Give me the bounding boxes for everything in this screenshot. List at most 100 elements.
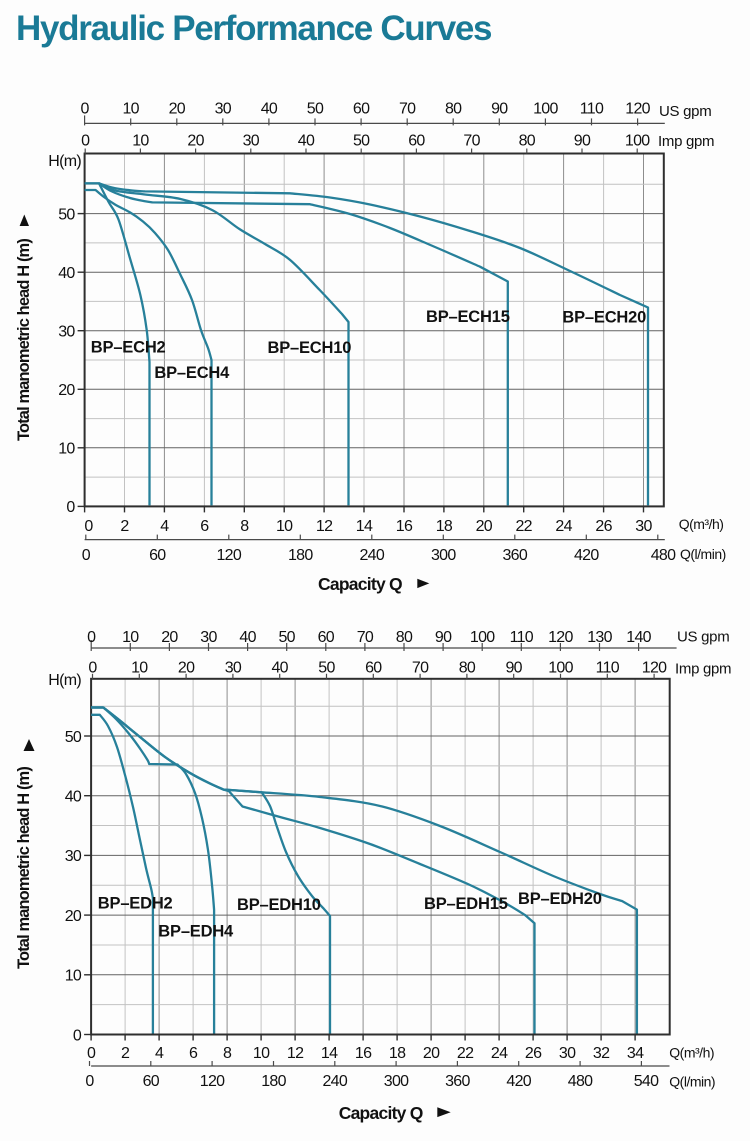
svg-text:80: 80 (459, 660, 476, 677)
svg-text:50: 50 (65, 729, 82, 746)
svg-text:60: 60 (318, 629, 335, 646)
svg-text:60: 60 (353, 101, 370, 118)
svg-text:60: 60 (149, 547, 166, 564)
svg-text:20: 20 (178, 660, 195, 677)
svg-text:18: 18 (389, 1045, 406, 1062)
svg-text:110: 110 (596, 660, 620, 677)
svg-text:BP–EDH4: BP–EDH4 (158, 923, 234, 941)
svg-text:0: 0 (82, 547, 91, 564)
svg-text:50: 50 (307, 101, 324, 118)
svg-text:40: 40 (261, 101, 278, 118)
svg-text:Total manometric head H (m): Total manometric head H (m) (15, 767, 33, 969)
svg-text:480: 480 (568, 1073, 593, 1090)
svg-text:180: 180 (288, 547, 313, 564)
svg-text:30: 30 (200, 629, 217, 646)
svg-text:12: 12 (316, 518, 333, 535)
svg-text:26: 26 (595, 518, 612, 535)
svg-text:0: 0 (87, 629, 96, 646)
svg-text:70: 70 (412, 660, 429, 677)
svg-text:80: 80 (445, 101, 462, 118)
svg-text:Imp gpm: Imp gpm (675, 661, 731, 678)
svg-text:240: 240 (322, 1073, 347, 1090)
svg-text:0: 0 (81, 133, 90, 150)
svg-text:BP–ECH15: BP–ECH15 (426, 308, 510, 326)
svg-text:BP–ECH2: BP–ECH2 (91, 339, 166, 357)
svg-text:480: 480 (651, 547, 676, 564)
svg-text:16: 16 (355, 1045, 372, 1062)
svg-text:20: 20 (58, 382, 75, 399)
svg-text:14: 14 (321, 1045, 338, 1062)
svg-text:100: 100 (625, 133, 650, 150)
svg-text:20: 20 (476, 518, 493, 535)
svg-text:14: 14 (356, 518, 373, 535)
svg-text:10: 10 (122, 629, 139, 646)
svg-text:20: 20 (169, 101, 186, 118)
svg-text:30: 30 (215, 101, 232, 118)
svg-text:100: 100 (533, 101, 558, 118)
svg-text:Hydraulic Performance Curves: Hydraulic Performance Curves (16, 9, 492, 48)
svg-text:30: 30 (58, 324, 75, 341)
svg-text:10: 10 (132, 133, 149, 150)
svg-text:360: 360 (502, 547, 527, 564)
svg-text:60: 60 (143, 1073, 160, 1090)
svg-text:70: 70 (463, 133, 480, 150)
svg-text:540: 540 (634, 1073, 659, 1090)
svg-text:90: 90 (435, 629, 452, 646)
svg-text:10: 10 (65, 968, 82, 985)
svg-text:18: 18 (436, 518, 453, 535)
svg-text:50: 50 (58, 206, 75, 223)
svg-text:120: 120 (200, 1073, 225, 1090)
svg-text:26: 26 (525, 1045, 542, 1062)
svg-text:100: 100 (548, 660, 573, 677)
svg-text:40: 40 (58, 265, 75, 282)
svg-text:0: 0 (80, 101, 89, 118)
svg-text:360: 360 (445, 1073, 470, 1090)
svg-text:4: 4 (155, 1045, 164, 1062)
svg-text:0: 0 (73, 1027, 82, 1044)
svg-text:BP–EDH2: BP–EDH2 (98, 895, 173, 913)
svg-text:0: 0 (66, 499, 75, 516)
svg-text:8: 8 (223, 1045, 232, 1062)
svg-text:BP–ECH10: BP–ECH10 (268, 339, 352, 357)
svg-text:40: 40 (271, 660, 288, 677)
svg-text:8: 8 (240, 518, 249, 535)
svg-text:6: 6 (189, 1045, 198, 1062)
svg-text:0: 0 (87, 1045, 96, 1062)
svg-text:40: 40 (65, 789, 82, 806)
svg-text:BP–ECH4: BP–ECH4 (154, 364, 230, 382)
svg-text:Imp gpm: Imp gpm (658, 133, 714, 150)
svg-text:30: 30 (225, 660, 242, 677)
svg-text:80: 80 (519, 133, 536, 150)
svg-text:2: 2 (121, 1045, 130, 1062)
svg-text:12: 12 (287, 1045, 304, 1062)
svg-text:240: 240 (359, 547, 384, 564)
svg-text:16: 16 (396, 518, 413, 535)
svg-text:30: 30 (559, 1045, 576, 1062)
svg-text:Q(l/min): Q(l/min) (669, 1074, 715, 1090)
svg-text:BP–ECH20: BP–ECH20 (562, 309, 646, 327)
svg-text:BP–EDH10: BP–EDH10 (237, 896, 321, 914)
svg-text:22: 22 (515, 518, 532, 535)
svg-text:Capacity Q: Capacity Q (339, 1103, 423, 1123)
svg-text:60: 60 (365, 660, 382, 677)
svg-text:32: 32 (593, 1045, 610, 1062)
svg-text:10: 10 (276, 518, 293, 535)
svg-text:10: 10 (131, 660, 148, 677)
svg-text:30: 30 (243, 133, 260, 150)
svg-text:6: 6 (200, 518, 209, 535)
svg-text:20: 20 (187, 133, 204, 150)
svg-text:130: 130 (587, 629, 612, 646)
svg-text:110: 110 (510, 629, 534, 646)
svg-text:22: 22 (457, 1045, 474, 1062)
svg-text:34: 34 (627, 1045, 644, 1062)
svg-text:H(m): H(m) (48, 672, 81, 689)
svg-text:80: 80 (396, 629, 413, 646)
svg-text:180: 180 (261, 1073, 286, 1090)
svg-text:70: 70 (399, 101, 416, 118)
svg-text:US gpm: US gpm (659, 103, 711, 120)
svg-text:40: 40 (239, 629, 256, 646)
svg-text:300: 300 (431, 547, 456, 564)
svg-text:300: 300 (384, 1073, 409, 1090)
svg-text:120: 120 (642, 660, 667, 677)
svg-text:120: 120 (548, 629, 573, 646)
